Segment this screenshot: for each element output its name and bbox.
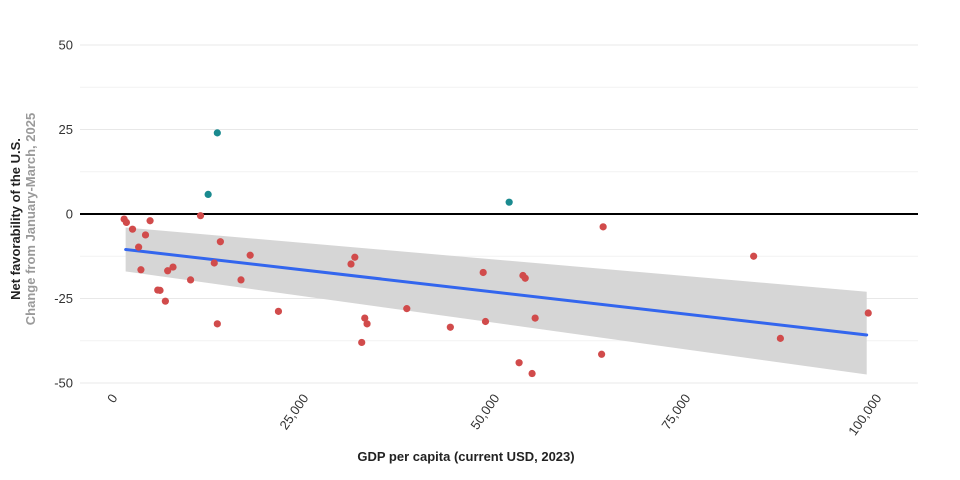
data-point-negative	[146, 217, 154, 225]
data-point-negative	[481, 317, 490, 326]
data-point-positive	[505, 198, 513, 206]
data-point-negative	[864, 309, 872, 317]
data-point-negative	[213, 320, 221, 328]
x-tick-label: 75,000	[658, 391, 693, 432]
data-point-negative	[358, 338, 366, 347]
data-point-negative	[141, 231, 150, 239]
regression-line	[124, 247, 869, 337]
y-tick-label: 0	[66, 207, 73, 222]
data-point-negative	[210, 259, 218, 267]
x-tick-label: 50,000	[467, 391, 502, 432]
data-point-negative	[599, 223, 607, 231]
data-points	[120, 129, 872, 378]
data-point-negative	[351, 253, 359, 261]
data-point-negative	[122, 218, 131, 227]
confidence-band-area	[125, 227, 867, 375]
confidence-band	[125, 227, 867, 375]
data-point-negative	[403, 305, 411, 313]
data-point-negative	[363, 320, 371, 328]
data-point-negative	[479, 268, 487, 277]
data-point-positive	[204, 190, 212, 198]
x-axis-ticks: 0 25,000 50,000 75,000 100,000	[104, 391, 884, 438]
data-point-negative	[137, 266, 145, 274]
data-point-positive	[213, 129, 221, 137]
data-point-negative	[274, 307, 283, 315]
data-point-negative	[237, 276, 245, 284]
data-point-negative	[156, 286, 164, 294]
x-tick-label: 100,000	[845, 391, 884, 438]
data-point-negative	[246, 251, 254, 259]
data-point-negative	[750, 252, 758, 260]
data-point-negative	[196, 212, 205, 220]
data-point-negative	[531, 314, 539, 322]
data-point-negative	[598, 350, 606, 358]
x-tick-label: 25,000	[276, 391, 311, 432]
data-point-negative	[128, 225, 137, 233]
data-point-negative	[347, 260, 355, 268]
y-axis-ticks: -50 -25 0 25 50	[54, 38, 73, 391]
data-point-negative	[186, 276, 195, 284]
y-axis-subtitle: Change from January-March, 2025	[23, 113, 38, 325]
data-point-negative	[169, 263, 177, 271]
data-point-negative	[515, 359, 523, 367]
y-tick-label: -25	[54, 291, 73, 306]
data-point-negative	[361, 314, 369, 322]
x-axis-title: GDP per capita (current USD, 2023)	[357, 449, 574, 464]
data-point-negative	[521, 274, 529, 282]
y-tick-label: -50	[54, 376, 73, 391]
trend-line	[124, 247, 869, 337]
y-tick-label: 25	[59, 122, 73, 137]
data-point-negative	[446, 323, 454, 331]
data-point-negative	[161, 297, 169, 305]
y-axis-title: Net favorability of the U.S.	[8, 138, 23, 300]
y-tick-label: 50	[59, 38, 73, 53]
data-point-negative	[135, 243, 143, 251]
data-point-negative	[164, 267, 172, 275]
data-point-negative	[216, 238, 224, 246]
x-tick-label: 0	[104, 391, 120, 406]
data-point-negative	[776, 334, 784, 342]
data-point-negative	[528, 369, 536, 378]
